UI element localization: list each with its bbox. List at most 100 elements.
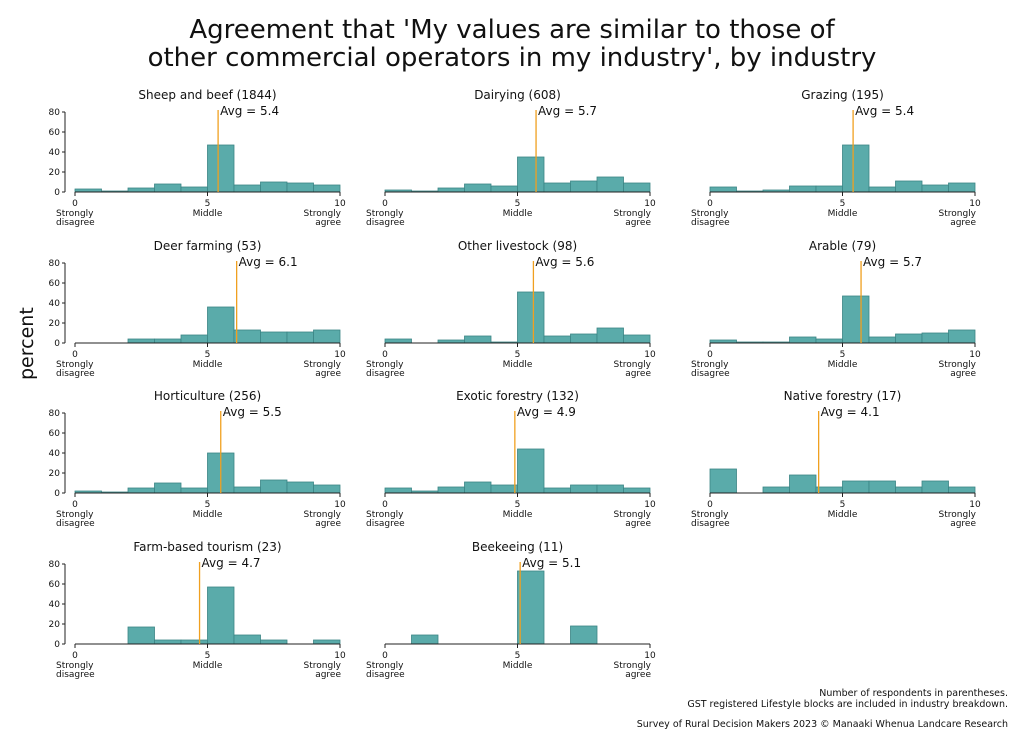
x-category-label-line: agree (950, 218, 976, 228)
average-label: Avg = 5.7 (538, 104, 597, 118)
x-tick-label: 5 (840, 199, 846, 209)
histogram-bar (233, 486, 261, 494)
histogram-bar (233, 329, 261, 344)
x-category-label-line: Strongly (56, 661, 94, 671)
histogram-bar (490, 484, 518, 494)
facet-panel: Horticulture (256)0204060800Stronglydisa… (49, 389, 346, 529)
x-tick-label: 10 (644, 350, 656, 360)
histogram-bar (895, 180, 923, 193)
x-tick-label: 0 (382, 500, 388, 510)
histogram-bar (384, 338, 412, 344)
histogram-bar (313, 484, 341, 494)
histogram-bar (570, 333, 598, 344)
histogram-bar (842, 144, 870, 193)
histogram-bar (180, 487, 208, 494)
x-tick-label: 5 (840, 500, 846, 510)
histogram-bar (543, 182, 571, 193)
histogram-bar (868, 186, 896, 193)
panel-title: Native forestry (17) (784, 389, 902, 403)
x-category-label-line: Strongly (614, 360, 652, 370)
histogram-bar (464, 481, 492, 494)
histogram-bar (154, 639, 182, 645)
x-category-label-line: Strongly (56, 510, 94, 520)
x-category-label: Middle (828, 510, 858, 520)
x-tick-label: 10 (644, 199, 656, 209)
histogram-bar (260, 639, 288, 645)
x-category-label-line: Strongly (366, 209, 404, 219)
histogram-bar (623, 487, 651, 494)
average-label: Avg = 6.1 (239, 255, 298, 269)
average-label: Avg = 4.9 (517, 405, 576, 419)
x-category-label-line: Strongly (691, 360, 729, 370)
y-tick-label: 0 (54, 339, 60, 349)
x-category-label-line: disagree (691, 519, 730, 529)
histogram-bar (815, 338, 843, 344)
histogram-bar (154, 482, 182, 494)
histogram-bar (490, 185, 518, 193)
x-category-label: Middle (503, 209, 533, 219)
x-category-label-line: agree (625, 519, 651, 529)
x-category-label: Middle (828, 360, 858, 370)
histogram-bar (517, 291, 545, 344)
histogram-bar (762, 486, 790, 494)
y-tick-label: 60 (49, 429, 61, 439)
histogram-bar (543, 335, 571, 344)
histogram-bar (596, 327, 624, 344)
x-category-label-line: Strongly (304, 360, 342, 370)
y-tick-label: 20 (49, 168, 61, 178)
x-category-label-line: Strongly (939, 209, 977, 219)
histogram-bar (789, 474, 817, 494)
average-label: Avg = 5.4 (855, 104, 914, 118)
x-tick-label: 10 (644, 651, 656, 661)
average-label: Avg = 5.7 (863, 255, 922, 269)
x-tick-label: 10 (334, 651, 346, 661)
chart-title-line-2: other commercial operators in my industr… (147, 43, 877, 73)
y-tick-label: 20 (49, 319, 61, 329)
histogram-bar (180, 639, 208, 645)
x-tick-label: 10 (969, 500, 981, 510)
x-tick-label: 10 (334, 199, 346, 209)
y-tick-label: 60 (49, 580, 61, 590)
histogram-bar (313, 184, 341, 193)
y-tick-label: 80 (49, 259, 61, 269)
x-tick-label: 5 (205, 651, 211, 661)
x-category-label-line: agree (315, 670, 341, 680)
average-label: Avg = 4.1 (821, 405, 880, 419)
x-category-label-line: disagree (56, 670, 95, 680)
histogram-bar (596, 484, 624, 494)
histogram-bar (233, 634, 261, 645)
y-tick-label: 40 (49, 600, 61, 610)
histogram-bar (411, 634, 439, 645)
footnote-respondents: Number of respondents in parentheses. (819, 688, 1008, 699)
x-tick-label: 5 (840, 350, 846, 360)
x-category-label-line: Strongly (304, 209, 342, 219)
histogram-bar (517, 570, 545, 645)
histogram-bar (207, 306, 235, 344)
x-tick-label: 0 (707, 500, 713, 510)
x-category-label: Middle (193, 209, 223, 219)
histogram-bar (517, 448, 545, 494)
panel-title: Grazing (195) (801, 88, 884, 102)
x-category-label-line: Strongly (614, 661, 652, 671)
x-category-label-line: Strongly (614, 510, 652, 520)
x-category-label: Middle (503, 661, 533, 671)
footnote-source: Survey of Rural Decision Makers 2023 © M… (636, 719, 1008, 730)
facet-panel: Exotic forestry (132)0Stronglydisagree5M… (366, 389, 656, 529)
histogram-bar (921, 332, 949, 344)
histogram-bar (543, 487, 571, 494)
x-category-label-line: Strongly (56, 209, 94, 219)
x-category-label-line: Strongly (304, 510, 342, 520)
x-tick-label: 5 (205, 199, 211, 209)
panel-title: Arable (79) (809, 239, 876, 253)
y-tick-label: 40 (49, 299, 61, 309)
x-category-label: Middle (828, 209, 858, 219)
histogram-bar (570, 625, 598, 645)
x-category-label-line: Strongly (939, 360, 977, 370)
